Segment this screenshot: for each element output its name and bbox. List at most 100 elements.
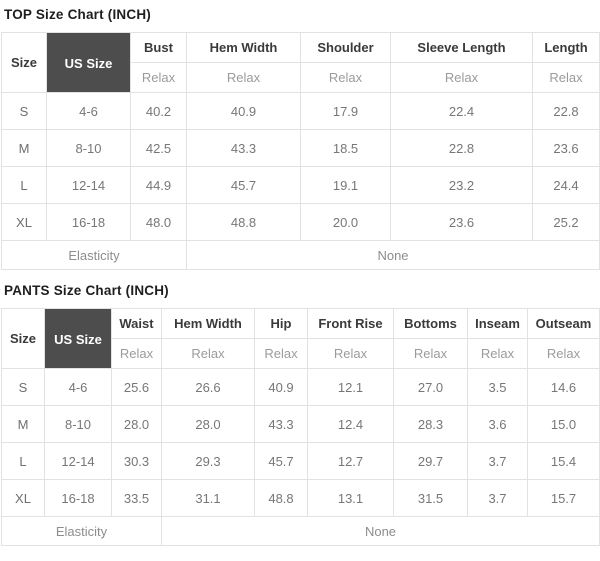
table-cell: 40.2	[130, 92, 187, 130]
table-header-row: Size US Size Waist Hem Width Hip Front R…	[1, 308, 600, 369]
size-chart-page: TOP Size Chart (INCH) Size US Size Bust …	[1, 7, 600, 546]
column-header-size: Size	[1, 308, 45, 369]
table-cell: 27.0	[393, 368, 468, 406]
column-header-waist: Waist	[111, 308, 162, 339]
table-cell: 28.3	[393, 405, 468, 443]
column-header-front-rise: Front Rise	[307, 308, 394, 339]
elasticity-row: Elasticity None	[1, 516, 600, 546]
table-row: M 8-10 42.5 43.3 18.5 22.8 23.6	[1, 129, 600, 167]
table-cell: 48.8	[186, 203, 301, 241]
table-cell: 45.7	[186, 166, 301, 204]
table-row: L 12-14 44.9 45.7 19.1 23.2 24.4	[1, 166, 600, 204]
table-cell: 43.3	[186, 129, 301, 167]
table-cell: 31.1	[161, 479, 255, 517]
table-cell: 48.0	[130, 203, 187, 241]
table-cell: 29.7	[393, 442, 468, 480]
table-cell: 19.1	[300, 166, 391, 204]
table-cell: 40.9	[186, 92, 301, 130]
column-header-shoulder: Shoulder	[300, 32, 391, 63]
table-cell: 44.9	[130, 166, 187, 204]
table-cell: 26.6	[161, 368, 255, 406]
table-row: L 12-14 30.3 29.3 45.7 12.7 29.7 3.7 15.…	[1, 442, 600, 480]
table-cell: 12-14	[46, 166, 131, 204]
table-cell: 8-10	[46, 129, 131, 167]
table-cell: 48.8	[254, 479, 308, 517]
table-row: XL 16-18 33.5 31.1 48.8 13.1 31.5 3.7 15…	[1, 479, 600, 517]
table-cell: 23.2	[390, 166, 533, 204]
table-cell: 30.3	[111, 442, 162, 480]
fit-label-cell: Relax	[300, 62, 391, 93]
table-cell: 4-6	[46, 92, 131, 130]
column-header-bottoms: Bottoms	[393, 308, 468, 339]
table-cell: 22.4	[390, 92, 533, 130]
table-cell: 28.0	[111, 405, 162, 443]
column-header-size: Size	[1, 32, 47, 93]
table-cell: 18.5	[300, 129, 391, 167]
us-size-highlight: US Size	[47, 33, 130, 92]
table-cell: 23.6	[532, 129, 600, 167]
table-cell: 20.0	[300, 203, 391, 241]
table-cell: 31.5	[393, 479, 468, 517]
table-cell: 45.7	[254, 442, 308, 480]
table-cell: 42.5	[130, 129, 187, 167]
us-size-highlight: US Size	[45, 309, 111, 368]
pants-chart-title: PANTS Size Chart (INCH)	[4, 283, 169, 298]
fit-label-cell: Relax	[254, 338, 308, 369]
top-size-chart-table: Size US Size Bust Hem Width Shoulder Sle…	[1, 32, 600, 270]
fit-label-cell: Relax	[130, 62, 187, 93]
table-cell: 25.6	[111, 368, 162, 406]
table-cell: 12.1	[307, 368, 394, 406]
fit-label-cell: Relax	[111, 338, 162, 369]
fit-label-cell: Relax	[186, 62, 301, 93]
table-row: M 8-10 28.0 28.0 43.3 12.4 28.3 3.6 15.0	[1, 405, 600, 443]
table-cell: 22.8	[390, 129, 533, 167]
pants-size-chart-table: Size US Size Waist Hem Width Hip Front R…	[1, 308, 600, 546]
table-cell: 23.6	[390, 203, 533, 241]
size-cell: S	[1, 92, 47, 130]
table-cell: 3.7	[467, 479, 528, 517]
table-row: S 4-6 40.2 40.9 17.9 22.4 22.8	[1, 92, 600, 130]
top-chart-title: TOP Size Chart (INCH)	[4, 7, 151, 22]
fit-label-cell: Relax	[393, 338, 468, 369]
table-cell: 16-18	[46, 203, 131, 241]
column-header-length: Length	[532, 32, 600, 63]
table-cell: 12-14	[44, 442, 112, 480]
column-header-hem-width: Hem Width	[186, 32, 301, 63]
column-header-us-size: US Size	[46, 32, 131, 93]
us-size-label: US Size	[54, 331, 102, 347]
size-cell: M	[1, 405, 45, 443]
table-cell: 40.9	[254, 368, 308, 406]
fit-label-cell: Relax	[307, 338, 394, 369]
column-header-inseam: Inseam	[467, 308, 528, 339]
table-cell: 15.4	[527, 442, 600, 480]
table-cell: 3.5	[467, 368, 528, 406]
table-cell: 15.0	[527, 405, 600, 443]
column-header-sleeve-length: Sleeve Length	[390, 32, 533, 63]
table-cell: 43.3	[254, 405, 308, 443]
elasticity-value-cell: None	[161, 516, 600, 546]
table-cell: 29.3	[161, 442, 255, 480]
table-cell: 12.4	[307, 405, 394, 443]
table-cell: 16-18	[44, 479, 112, 517]
table-row: XL 16-18 48.0 48.8 20.0 23.6 25.2	[1, 203, 600, 241]
table-header-row: Size US Size Bust Hem Width Shoulder Sle…	[1, 32, 600, 93]
fit-label-cell: Relax	[532, 62, 600, 93]
elasticity-label-cell: Elasticity	[1, 240, 187, 270]
table-cell: 25.2	[532, 203, 600, 241]
column-header-hip: Hip	[254, 308, 308, 339]
column-header-us-size: US Size	[44, 308, 112, 369]
table-cell: 12.7	[307, 442, 394, 480]
table-cell: 14.6	[527, 368, 600, 406]
table-cell: 17.9	[300, 92, 391, 130]
table-cell: 13.1	[307, 479, 394, 517]
us-size-label: US Size	[64, 55, 113, 71]
size-cell: L	[1, 442, 45, 480]
column-header-hem-width: Hem Width	[161, 308, 255, 339]
table-cell: 28.0	[161, 405, 255, 443]
table-cell: 24.4	[532, 166, 600, 204]
elasticity-row: Elasticity None	[1, 240, 600, 270]
elasticity-label-cell: Elasticity	[1, 516, 162, 546]
size-cell: XL	[1, 203, 47, 241]
table-cell: 4-6	[44, 368, 112, 406]
table-cell: 8-10	[44, 405, 112, 443]
